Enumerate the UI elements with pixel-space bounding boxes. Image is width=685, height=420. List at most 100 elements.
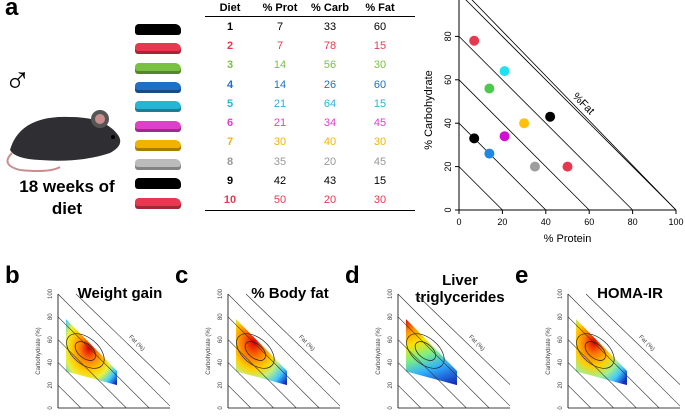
pellet-icon (135, 159, 181, 171)
cell-fat: 30 (373, 136, 387, 149)
fat-isoline (567, 384, 592, 409)
cell-diet: 8 (226, 155, 234, 168)
cell-carb: 33 (323, 20, 337, 33)
y-tick-label: 100 (388, 288, 394, 299)
panel-label-d: d (345, 262, 360, 289)
y-tick-label: 40 (558, 358, 564, 365)
panel-label-b: b (5, 262, 20, 289)
data-point (484, 148, 495, 159)
y-tick-label: 40 (48, 358, 54, 365)
table-row: 8 35 20 45 (205, 152, 415, 171)
surface-title: % Body fat (251, 285, 329, 302)
y-tick-label: 100 (218, 288, 224, 299)
surface-plot: 0 20 40 60 80 100 Carbohydrate (%) Fat (%) (206, 288, 340, 410)
cell-carb: 26 (323, 78, 337, 91)
col-fat: % Fat (365, 2, 395, 14)
response-surface (405, 319, 458, 386)
cell-diet: 5 (226, 97, 234, 110)
y-tick-label: 20 (443, 162, 453, 172)
pellet-icon (135, 178, 181, 190)
pellet-icon (135, 81, 181, 93)
contour-line (406, 333, 445, 369)
mouse-illustration (6, 110, 121, 172)
y-tick-label: 0 (388, 406, 394, 410)
surface-title: HOMA-IR (597, 285, 663, 302)
fat-isoline (57, 293, 170, 407)
cell-fat: 15 (373, 175, 387, 188)
panel-label-a: a (5, 0, 19, 21)
pellet-icon (135, 120, 181, 132)
surface-title: Liver triglycerides (415, 272, 505, 306)
fat-isoline (567, 339, 637, 409)
data-point (545, 111, 556, 122)
contour-line (66, 333, 105, 369)
cell-carb: 34 (323, 117, 337, 130)
pellet-icon (135, 24, 181, 35)
cell-fat: 30 (373, 194, 387, 207)
fat-isoline (471, 0, 677, 211)
cell-fat: 45 (373, 117, 387, 130)
data-point (529, 161, 540, 172)
cell-diet: 10 (223, 194, 237, 207)
col-prot: % Prot (262, 2, 298, 14)
contour-line (414, 341, 436, 361)
cell-carb: 40 (323, 136, 337, 149)
fat-isoline (227, 339, 297, 409)
cell-diet: 6 (226, 117, 234, 130)
y-tick-label: 60 (388, 336, 394, 343)
fat-isoline (227, 316, 320, 409)
contour-line (244, 341, 266, 361)
cell-diet: 9 (226, 175, 234, 188)
y-tick-label: 80 (388, 313, 394, 320)
table-row: 5 21 64 15 (205, 94, 415, 113)
scatter-plot: 0 20 40 60 80 100 0 20 40 60 80 % Protein % Carbohyd… (423, 0, 684, 245)
fat-isoline (458, 166, 503, 211)
response-surface (235, 319, 288, 386)
cell-fat: 15 (373, 39, 387, 52)
data-point (519, 118, 530, 129)
y-tick-label: 60 (218, 336, 224, 343)
x-tick-label: 20 (497, 217, 507, 227)
table-row: 4 14 26 60 (205, 75, 415, 94)
x-tick-label: 60 (584, 217, 594, 227)
fat-axis-label: Fat (%) (467, 334, 485, 352)
y-tick-label: 100 (558, 288, 564, 299)
cell-fat: 45 (373, 155, 387, 168)
y-tick-label: 0 (48, 406, 54, 410)
data-point (499, 66, 510, 77)
pellet-icon (135, 43, 181, 55)
fat-axis-label: Fat (%) (297, 334, 315, 352)
fat-isoline (57, 362, 104, 409)
x-tick-label: 100 (668, 217, 683, 227)
cell-carb: 56 (323, 59, 337, 72)
y-tick-label: 60 (558, 336, 564, 343)
y-tick-label: 20 (218, 381, 224, 388)
y-tick-label: 80 (558, 313, 564, 320)
y-tick-label: 0 (558, 406, 564, 410)
fat-isoline (458, 79, 590, 211)
y-tick-label: 0 (443, 207, 453, 212)
y-tick-label: 100 (48, 288, 54, 299)
pellet-icon (135, 101, 181, 113)
table-row: 10 50 20 30 (205, 191, 415, 210)
x-axis-label: % Protein (544, 233, 592, 245)
cell-prot: 7 (276, 39, 284, 52)
fat-isoline (397, 293, 510, 407)
cell-fat: 60 (373, 20, 387, 33)
table-row: 9 42 43 15 (205, 171, 415, 190)
cell-fat: 15 (373, 97, 387, 110)
cell-prot: 14 (273, 59, 287, 72)
cell-prot: 35 (273, 155, 287, 168)
cell-prot: 30 (273, 136, 287, 149)
data-point (562, 161, 573, 172)
fat-isoline (397, 362, 444, 409)
fat-isoline (57, 339, 127, 409)
table-row: 3 14 56 30 (205, 56, 415, 75)
surface-title: Weight gain (77, 285, 163, 302)
panel-label-c: c (175, 262, 189, 289)
cell-carb: 64 (323, 97, 337, 110)
data-point (484, 83, 495, 94)
x-tick-label: 80 (628, 217, 638, 227)
y-tick-label: 20 (48, 381, 54, 388)
x-tick-label: 40 (541, 217, 551, 227)
